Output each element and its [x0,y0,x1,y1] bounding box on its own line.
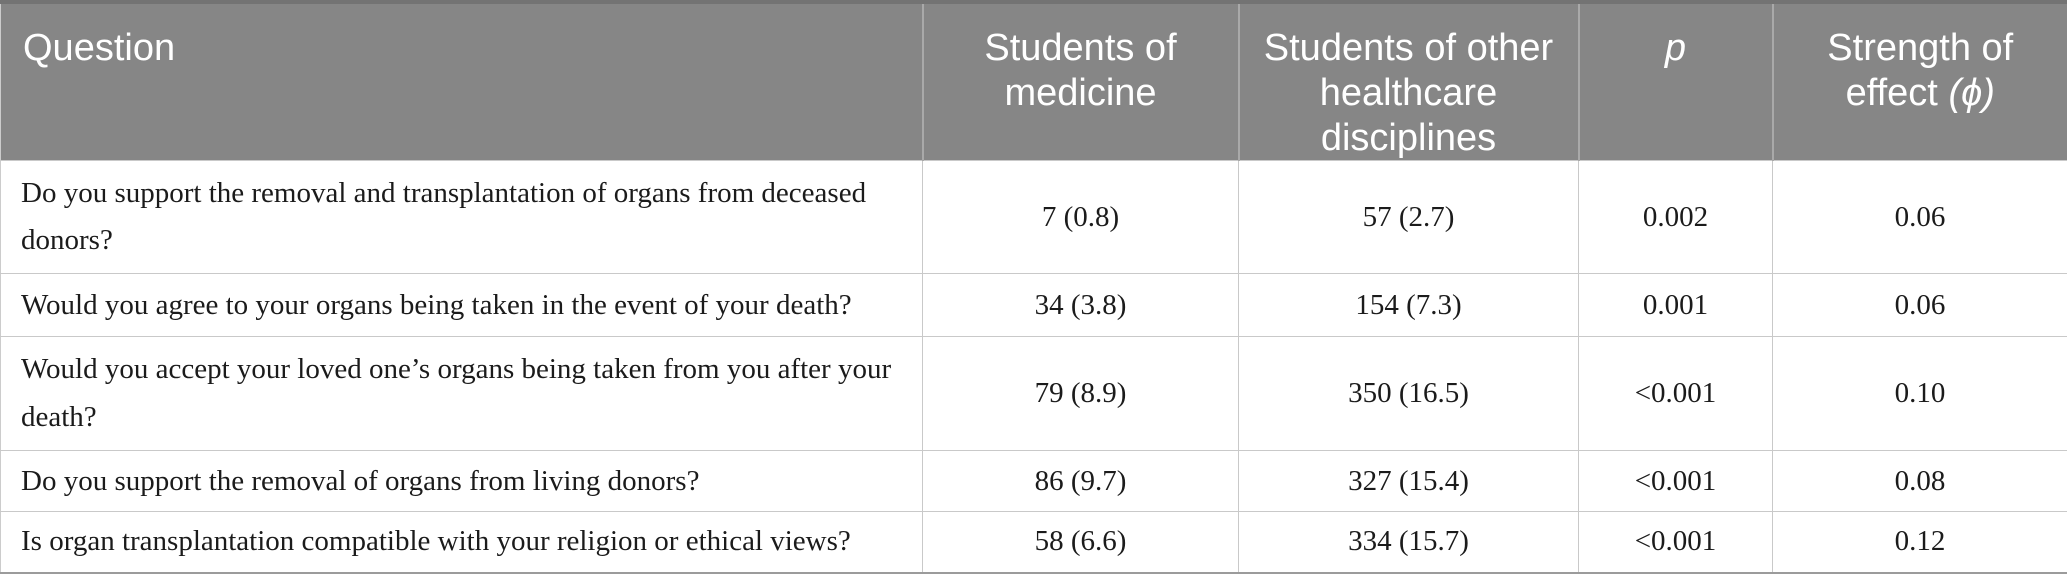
cell-p-value: 0.002 [1578,160,1773,274]
header-strength-label: Strength of effect [1827,27,2014,114]
cell-question: Is organ transplantation compatible with… [0,511,923,574]
cell-students-medicine: 86 (9.7) [922,450,1239,512]
header-students-medicine-label: Students of medicine [984,27,1177,114]
header-row: Question Students of medicine Students o… [0,0,2067,161]
table-row: Is organ transplantation compatible with… [0,511,2067,574]
cell-students-medicine: 34 (3.8) [922,273,1239,337]
cell-question: Would you agree to your organs being tak… [0,273,923,337]
cell-students-medicine: 79 (8.9) [922,336,1239,451]
header-phi-symbol: (ϕ) [1948,71,1995,114]
header-students-medicine: Students of medicine [921,0,1239,161]
cell-strength: 0.10 [1772,336,2067,451]
cell-strength: 0.06 [1772,273,2067,337]
cell-p-value: <0.001 [1578,511,1773,574]
header-p-value: p [1577,0,1773,161]
header-question-label: Question [23,27,176,69]
table-header: Question Students of medicine Students o… [0,0,2067,161]
cell-strength: 0.08 [1772,450,2067,512]
table-row: Do you support the removal and transplan… [0,160,2067,274]
cell-students-other: 154 (7.3) [1238,273,1579,337]
cell-students-medicine: 58 (6.6) [922,511,1239,574]
cell-question: Would you accept your loved one’s organs… [0,336,923,451]
cell-strength: 0.06 [1772,160,2067,274]
header-students-other: Students of other healthcare disciplines [1237,0,1579,161]
cell-p-value: 0.001 [1578,273,1773,337]
header-question: Question [0,0,923,161]
cell-students-other: 327 (15.4) [1238,450,1579,512]
cell-question: Do you support the removal and transplan… [0,160,923,274]
cell-students-medicine: 7 (0.8) [922,160,1239,274]
cell-p-value: <0.001 [1578,336,1773,451]
header-p-label: p [1664,27,1687,69]
cell-students-other: 334 (15.7) [1238,511,1579,574]
table-body: Do you support the removal and transplan… [0,160,2067,574]
cell-p-value: <0.001 [1578,450,1773,512]
table-row: Would you agree to your organs being tak… [0,273,2067,337]
table-row: Would you accept your loved one’s organs… [0,336,2067,451]
table-row: Do you support the removal of organs fro… [0,450,2067,512]
cell-students-other: 350 (16.5) [1238,336,1579,451]
cell-strength: 0.12 [1772,511,2067,574]
cell-question: Do you support the removal of organs fro… [0,450,923,512]
header-students-other-label: Students of other healthcare disciplines [1263,27,1554,159]
header-strength-of-effect: Strength of effect (ϕ) [1771,0,2067,161]
cell-students-other: 57 (2.7) [1238,160,1579,274]
